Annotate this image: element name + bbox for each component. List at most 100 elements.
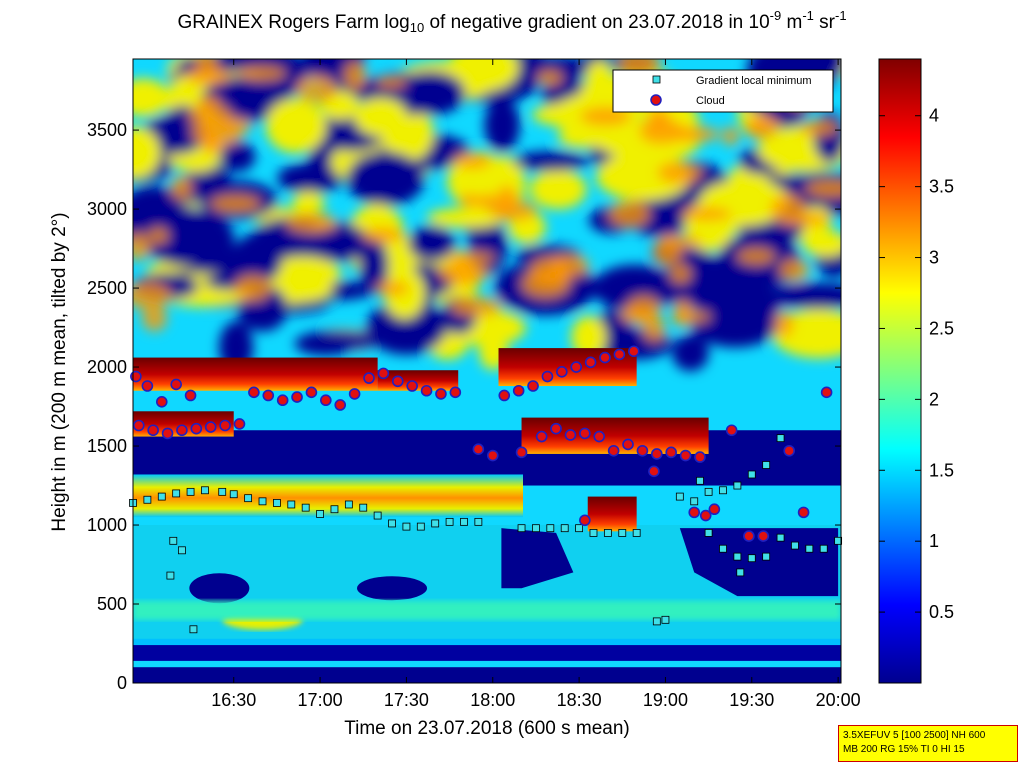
cloud-marker (435, 388, 447, 400)
gradient-min-marker (388, 519, 396, 528)
gradient-min-marker (186, 487, 195, 496)
cloud-marker (725, 424, 738, 437)
cloud-marker (607, 444, 620, 457)
cloud-marker (363, 372, 375, 384)
cloud-marker (570, 361, 583, 373)
cloud-marker (579, 514, 591, 527)
x-tick-label: 17:00 (298, 690, 343, 710)
cloud-marker (334, 399, 347, 411)
gradient-min-marker (169, 536, 178, 545)
gradient-min-marker (575, 524, 583, 533)
gradient-min-marker (819, 544, 828, 553)
colorbar-tick-label: 2.5 (929, 318, 954, 338)
cloud-marker (305, 386, 318, 399)
cloud-marker (613, 348, 626, 361)
y-tick-label: 3500 (87, 120, 127, 140)
gradient-min-marker (805, 544, 814, 553)
cloud-marker (233, 418, 246, 430)
y-tick-label: 2000 (87, 357, 127, 377)
cloud-series (130, 345, 833, 542)
gradient-min-marker (402, 522, 411, 531)
cloud-marker (564, 429, 577, 441)
y-tick-label: 0 (117, 673, 127, 693)
gradient-min-marker (762, 552, 771, 561)
y-axis: 0 500 1000 1500 2000 2500 3000 3500 (87, 120, 841, 693)
gradient-min-marker (690, 497, 699, 506)
gradient-min-marker (157, 492, 166, 501)
y-tick-label: 2500 (87, 278, 127, 298)
colorbar-tick-label: 0.5 (929, 602, 954, 622)
cloud-marker (679, 449, 692, 462)
gradient-min-marker (776, 434, 785, 443)
cloud-marker (694, 451, 706, 463)
heatmap (133, 59, 841, 683)
cloud-marker (584, 356, 597, 369)
cloud-marker (248, 386, 260, 399)
y-tick-label: 1500 (87, 436, 127, 456)
y-tick-label: 3000 (87, 199, 127, 219)
cloud-marker (636, 444, 649, 457)
cloud-marker (648, 465, 660, 478)
x-tick-label: 18:30 (557, 690, 602, 710)
gradient-min-marker (776, 533, 785, 542)
cloud-marker (420, 384, 433, 397)
cloud-marker (155, 396, 168, 408)
gradient-min-marker (431, 519, 440, 528)
legend: Gradient local minimum Cloud (612, 69, 834, 113)
colorbar-tick-label: 1 (929, 531, 939, 551)
cloud-marker (665, 446, 677, 459)
gradient-min-marker (244, 494, 253, 503)
gradient-min-marker (618, 529, 627, 537)
gradient-min-marker (834, 536, 843, 545)
cloud-marker (130, 370, 142, 383)
cloud-marker (627, 345, 640, 358)
gradient-min-marker (747, 554, 756, 563)
colorbar-tick-label: 3.5 (929, 177, 954, 197)
gradient-min-marker (733, 552, 742, 561)
gradient-min-marker (589, 529, 598, 537)
cloud-marker (276, 394, 289, 407)
y-axis-label: Height in m (200 m mean, tilted by 2°) (49, 212, 70, 532)
gradient-min-marker (189, 625, 198, 634)
gradient-min-marker (166, 571, 175, 580)
x-axis-label: Time on 23.07.2018 (600 s mean) (344, 718, 630, 739)
cloud-marker (708, 503, 721, 516)
colorbar-tick-label: 1.5 (929, 460, 954, 480)
cloud-marker (550, 422, 562, 435)
x-tick-label: 16:30 (211, 690, 256, 710)
cloud-marker (262, 389, 275, 402)
x-tick-label: 19:30 (729, 690, 774, 710)
x-axis: 16:30 17:00 17:30 18:00 18:30 19:00 19:30 20:00 (211, 59, 861, 710)
cloud-marker (377, 367, 390, 380)
cloud-marker (472, 443, 485, 455)
cloud-marker (170, 378, 182, 391)
legend-label-cloud: Cloud (696, 95, 725, 107)
cloud-marker (512, 384, 525, 397)
gradient-min-marker (747, 470, 756, 479)
gradient-min-marker (143, 495, 152, 504)
cloud-marker (797, 506, 810, 519)
gradient-min-marker (603, 529, 612, 537)
cloud-marker (651, 448, 663, 460)
cloud-marker (599, 351, 611, 364)
gradient-min-marker (201, 486, 209, 495)
cloud-marker (593, 430, 606, 443)
gradient-min-marker (696, 476, 704, 485)
cloud-marker (406, 380, 418, 392)
gradient-min-marker (474, 517, 483, 526)
gradient-min-marker (330, 505, 339, 514)
legend-marker-square (652, 75, 661, 84)
gradient-min-marker (373, 511, 382, 520)
gradient-min-marker (172, 489, 181, 498)
info-line-2: MB 200 RG 15% TI 0 HI 15 (843, 744, 965, 755)
gradient-min-marker (344, 500, 353, 509)
gradient-min-marker (273, 499, 281, 507)
cloud-marker (219, 419, 231, 432)
cloud-marker (527, 380, 539, 392)
y-tick-label: 500 (97, 594, 127, 614)
cloud-marker (147, 424, 159, 437)
cloud-marker (541, 370, 554, 383)
x-tick-label: 17:30 (384, 690, 429, 710)
cloud-marker (515, 446, 528, 459)
